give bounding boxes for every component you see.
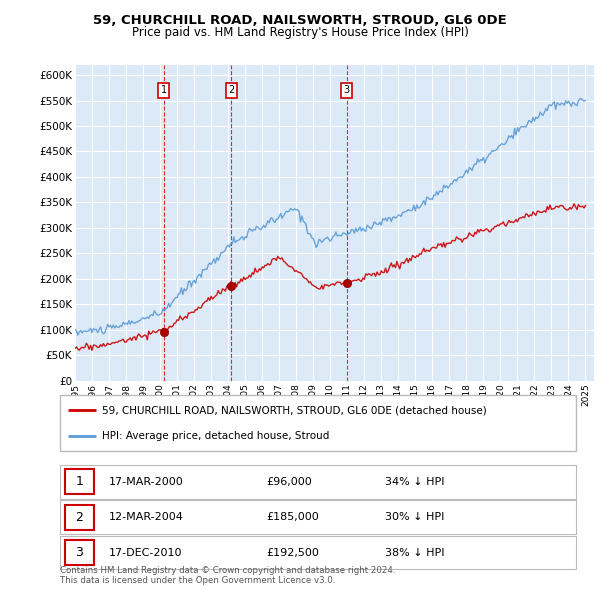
Text: 12-MAR-2004: 12-MAR-2004 [109, 512, 184, 522]
Text: 30% ↓ HPI: 30% ↓ HPI [385, 512, 445, 522]
Text: 59, CHURCHILL ROAD, NAILSWORTH, STROUD, GL6 0DE (detached house): 59, CHURCHILL ROAD, NAILSWORTH, STROUD, … [103, 405, 487, 415]
Text: 34% ↓ HPI: 34% ↓ HPI [385, 477, 445, 487]
Text: Price paid vs. HM Land Registry's House Price Index (HPI): Price paid vs. HM Land Registry's House … [131, 26, 469, 39]
Bar [65, 540, 94, 565]
Text: 17-MAR-2000: 17-MAR-2000 [109, 477, 184, 487]
Text: 17-DEC-2010: 17-DEC-2010 [109, 548, 182, 558]
Text: Contains HM Land Registry data © Crown copyright and database right 2024.
This d: Contains HM Land Registry data © Crown c… [60, 566, 395, 585]
Text: 1: 1 [161, 86, 167, 96]
Bar [65, 504, 94, 530]
Text: HPI: Average price, detached house, Stroud: HPI: Average price, detached house, Stro… [103, 431, 329, 441]
Text: £185,000: £185,000 [266, 512, 319, 522]
Text: 59, CHURCHILL ROAD, NAILSWORTH, STROUD, GL6 0DE: 59, CHURCHILL ROAD, NAILSWORTH, STROUD, … [93, 14, 507, 27]
Text: 3: 3 [76, 546, 83, 559]
Bar [65, 469, 94, 494]
Text: 38% ↓ HPI: 38% ↓ HPI [385, 548, 445, 558]
Text: 2: 2 [228, 86, 235, 96]
Text: 3: 3 [344, 86, 350, 96]
Text: 2: 2 [76, 510, 83, 524]
Text: 1: 1 [76, 475, 83, 489]
Text: £192,500: £192,500 [266, 548, 319, 558]
Text: £96,000: £96,000 [266, 477, 312, 487]
